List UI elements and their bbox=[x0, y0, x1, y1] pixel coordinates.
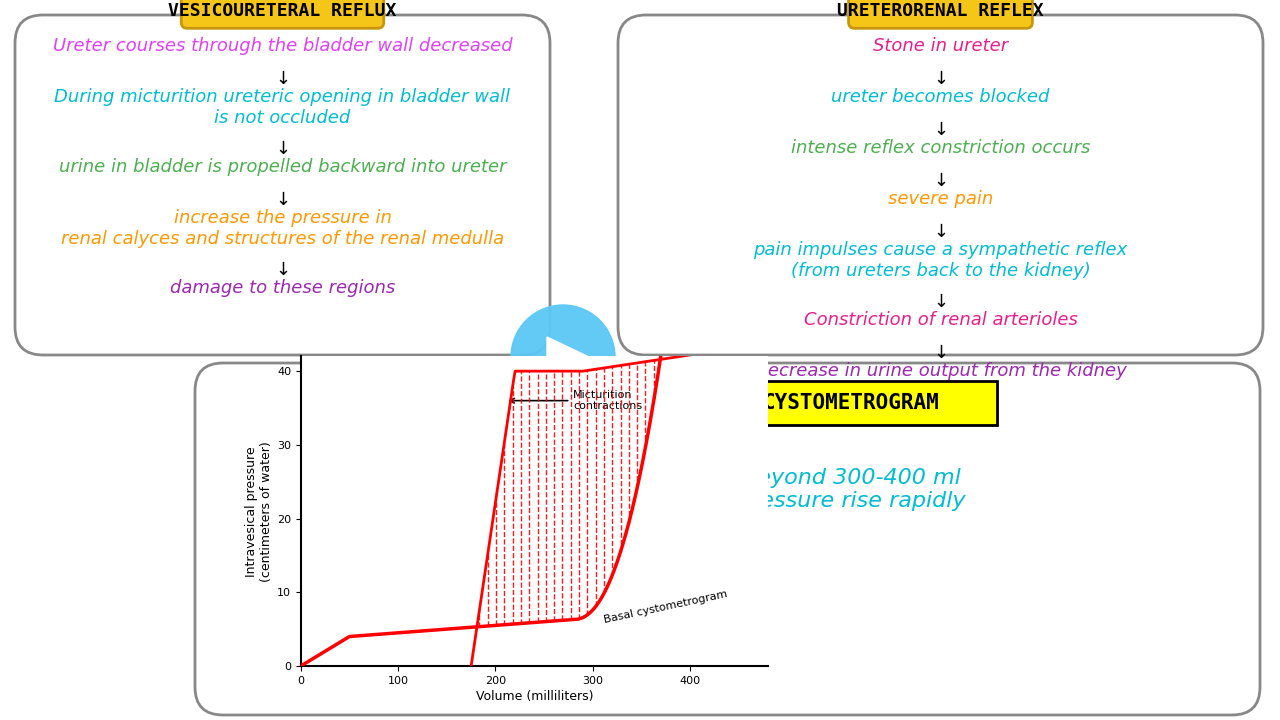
Text: Beyond 300-400 ml
pressure rise rapidly: Beyond 300-400 ml pressure rise rapidly bbox=[737, 468, 965, 511]
Text: Basal cystometrogram: Basal cystometrogram bbox=[603, 590, 728, 626]
Text: ↓: ↓ bbox=[275, 140, 291, 158]
Text: ↓: ↓ bbox=[275, 261, 291, 279]
FancyBboxPatch shape bbox=[182, 0, 384, 28]
Text: urine in bladder is propelled backward into ureter: urine in bladder is propelled backward i… bbox=[59, 158, 507, 176]
FancyBboxPatch shape bbox=[15, 15, 550, 355]
Circle shape bbox=[511, 305, 614, 409]
FancyBboxPatch shape bbox=[849, 0, 1033, 28]
Text: Decrease in urine output from the kidney: Decrease in urine output from the kidney bbox=[754, 362, 1126, 380]
Text: ↓: ↓ bbox=[933, 70, 948, 88]
Polygon shape bbox=[547, 337, 589, 377]
Text: ↓: ↓ bbox=[275, 70, 291, 88]
Text: increase the pressure in
renal calyces and structures of the renal medulla: increase the pressure in renal calyces a… bbox=[61, 209, 504, 248]
FancyBboxPatch shape bbox=[195, 363, 1260, 715]
Text: damage to these regions: damage to these regions bbox=[170, 279, 396, 297]
Text: Stone in ureter: Stone in ureter bbox=[873, 37, 1009, 55]
Text: intense reflex constriction occurs: intense reflex constriction occurs bbox=[791, 139, 1091, 157]
Text: ↓: ↓ bbox=[933, 344, 948, 362]
Text: ↓: ↓ bbox=[933, 121, 948, 139]
FancyBboxPatch shape bbox=[705, 381, 997, 426]
Text: Ureter courses through the bladder wall decreased: Ureter courses through the bladder wall … bbox=[52, 37, 512, 55]
Text: VESICOURETERAL REFLUX: VESICOURETERAL REFLUX bbox=[168, 2, 397, 20]
Text: ↓: ↓ bbox=[933, 293, 948, 311]
Text: ↓: ↓ bbox=[275, 191, 291, 209]
Y-axis label: Intravesical pressure
(centimeters of water): Intravesical pressure (centimeters of wa… bbox=[244, 441, 273, 582]
Text: Constriction of renal arterioles: Constriction of renal arterioles bbox=[804, 311, 1078, 329]
Text: Micturition
contractions: Micturition contractions bbox=[509, 390, 643, 411]
FancyBboxPatch shape bbox=[618, 15, 1263, 355]
Text: CYSTOMETROGRAM: CYSTOMETROGRAM bbox=[763, 393, 940, 413]
Text: During micturition ureteric opening in bladder wall
is not occluded: During micturition ureteric opening in b… bbox=[55, 88, 511, 127]
Text: pain impulses cause a sympathetic reflex
(from ureters back to the kidney): pain impulses cause a sympathetic reflex… bbox=[754, 241, 1128, 280]
Text: severe pain: severe pain bbox=[888, 190, 993, 208]
X-axis label: Volume (milliliters): Volume (milliliters) bbox=[476, 690, 593, 703]
Text: ↓: ↓ bbox=[933, 172, 948, 190]
Text: ureter becomes blocked: ureter becomes blocked bbox=[831, 88, 1050, 106]
Text: ↓: ↓ bbox=[933, 223, 948, 241]
Text: URETERORENAL REFLEX: URETERORENAL REFLEX bbox=[837, 2, 1043, 20]
